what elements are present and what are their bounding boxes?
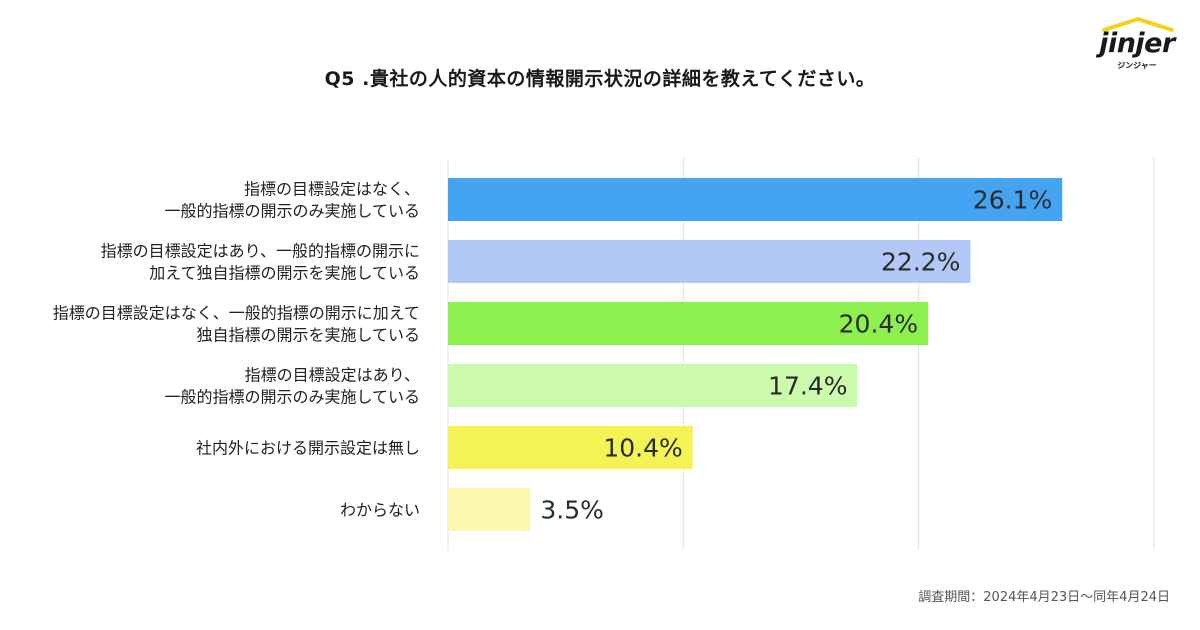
category-label: 一般的指標の開示のみ実施している: [164, 388, 420, 407]
logo-wordmark: jinjer: [1099, 28, 1175, 59]
category-labels: 指標の目標設定はなく、一般的指標の開示のみ実施している指標の目標設定はあり、一般…: [53, 180, 420, 520]
category-label: 独自指標の開示を実施している: [196, 326, 420, 345]
house-roof-icon: [1102, 17, 1174, 32]
category-label: 指標の目標設定はなく、一般的指標の開示に加えて: [53, 304, 420, 323]
value-label: 26.1%: [973, 186, 1052, 215]
chart-title: Q5 .貴社の人的資本の情報開示状況の詳細を教えてください。: [324, 68, 876, 90]
value-label: 3.5%: [540, 496, 604, 525]
category-label: 指標の目標設定はあり、一般的指標の開示に: [101, 242, 420, 261]
bar: [448, 302, 929, 345]
value-label: 10.4%: [603, 434, 682, 463]
jinjer-logo: jinjer ジンジャー: [1096, 16, 1184, 74]
bar: [448, 364, 858, 407]
survey-period: 調査期間：2024年4月23日〜同年4月24日: [918, 590, 1170, 605]
category-label: 加えて独自指標の開示を実施している: [149, 264, 420, 283]
logo-subtext: ジンジャー: [1117, 61, 1157, 70]
category-label: わからない: [340, 501, 420, 520]
category-label: 指標の目標設定はあり、: [245, 366, 420, 385]
value-label: 20.4%: [839, 310, 918, 339]
bar: [448, 426, 693, 469]
bars: [448, 178, 1063, 531]
value-label: 22.2%: [881, 248, 960, 277]
bar: [448, 178, 1063, 221]
bar: [448, 240, 971, 283]
bar: [448, 488, 531, 531]
grid-lines: [447, 158, 1155, 550]
category-label: 一般的指標の開示のみ実施している: [164, 202, 420, 221]
value-labels: 26.1% 22.2% 20.4% 17.4% 10.4% 3.5%: [540, 186, 1052, 525]
value-label: 17.4%: [768, 372, 847, 401]
category-label: 指標の目標設定はなく、: [244, 180, 420, 199]
category-label: 社内外における開示設定は無し: [196, 439, 420, 458]
